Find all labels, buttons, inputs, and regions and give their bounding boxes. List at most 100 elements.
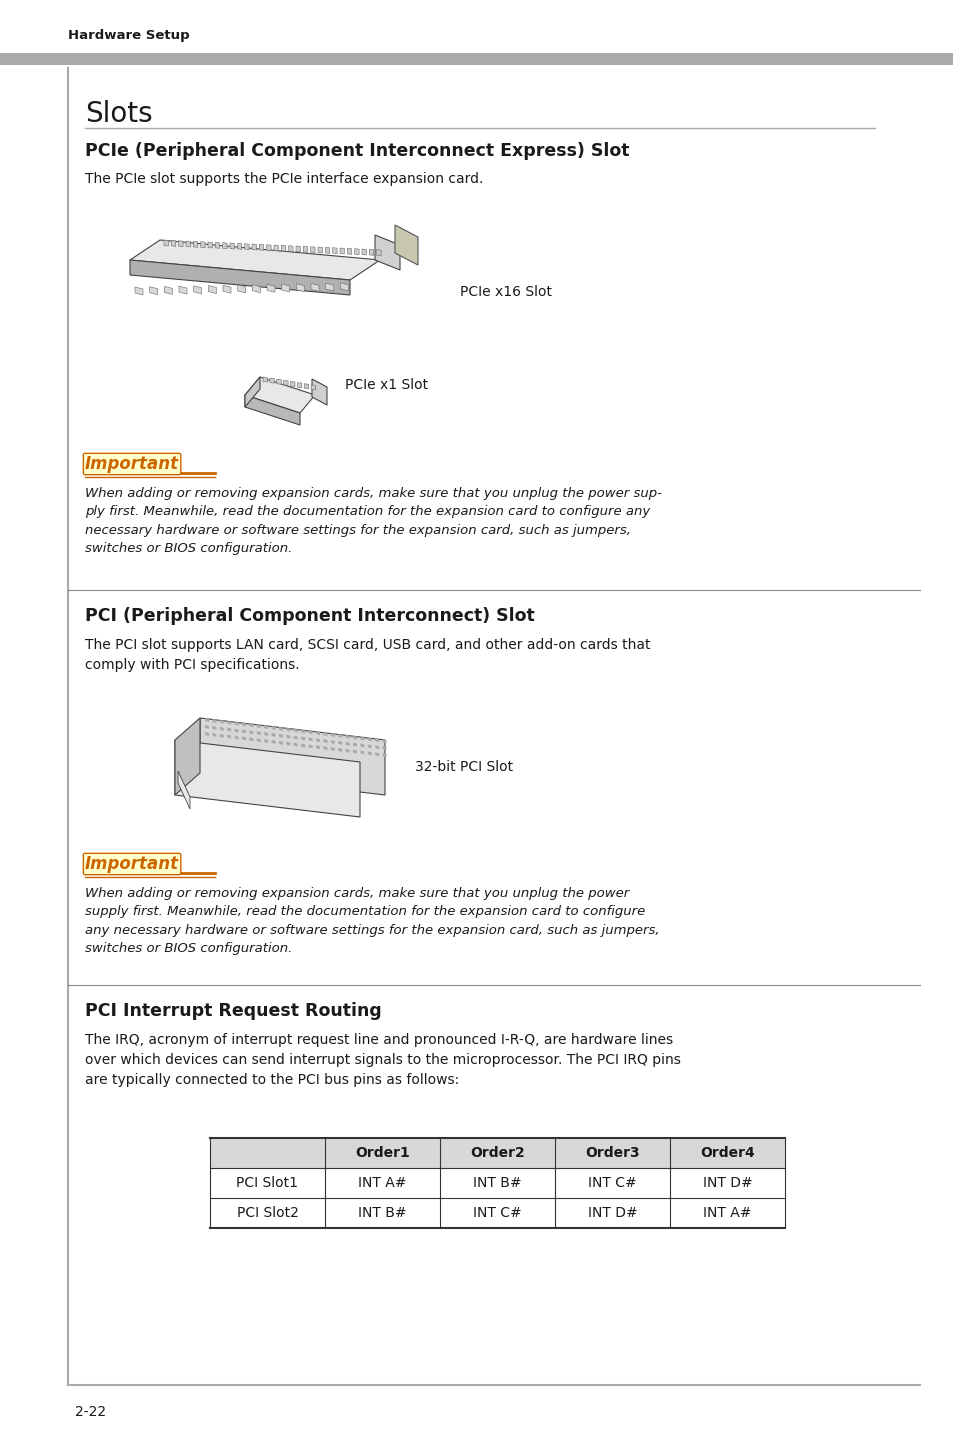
Polygon shape: [294, 736, 297, 739]
Polygon shape: [219, 727, 224, 730]
Polygon shape: [375, 752, 378, 756]
Polygon shape: [353, 749, 356, 753]
Polygon shape: [263, 377, 267, 382]
Polygon shape: [249, 730, 253, 735]
Text: INT B#: INT B#: [357, 1206, 406, 1220]
Text: Order4: Order4: [700, 1146, 754, 1160]
Polygon shape: [323, 732, 327, 736]
Polygon shape: [311, 246, 314, 252]
Polygon shape: [360, 750, 364, 755]
Polygon shape: [130, 261, 350, 295]
Polygon shape: [205, 732, 209, 736]
Text: PCIe x1 Slot: PCIe x1 Slot: [345, 378, 428, 392]
Polygon shape: [222, 242, 227, 249]
Polygon shape: [345, 749, 349, 753]
Polygon shape: [278, 740, 283, 745]
Polygon shape: [278, 727, 283, 730]
Polygon shape: [315, 745, 319, 749]
Polygon shape: [264, 725, 268, 729]
Polygon shape: [340, 282, 348, 291]
Polygon shape: [205, 717, 209, 722]
Polygon shape: [219, 733, 224, 737]
Polygon shape: [315, 739, 319, 742]
Polygon shape: [303, 246, 308, 252]
Polygon shape: [272, 733, 275, 737]
Polygon shape: [242, 736, 246, 740]
Text: Slots: Slots: [85, 100, 152, 127]
Polygon shape: [338, 748, 342, 752]
Polygon shape: [286, 727, 290, 732]
Polygon shape: [200, 242, 205, 248]
Polygon shape: [208, 285, 216, 294]
Polygon shape: [311, 284, 318, 291]
Polygon shape: [234, 729, 238, 733]
Polygon shape: [245, 377, 314, 412]
Polygon shape: [164, 286, 172, 295]
Polygon shape: [278, 733, 283, 737]
Polygon shape: [281, 284, 290, 292]
Polygon shape: [219, 720, 224, 723]
Polygon shape: [311, 385, 315, 390]
Polygon shape: [325, 284, 334, 291]
Text: Order2: Order2: [470, 1146, 524, 1160]
Polygon shape: [256, 732, 260, 735]
Polygon shape: [308, 737, 313, 742]
Polygon shape: [227, 735, 231, 739]
Polygon shape: [193, 286, 201, 294]
Polygon shape: [331, 733, 335, 737]
Polygon shape: [272, 726, 275, 730]
Text: PCIe x16 Slot: PCIe x16 Slot: [459, 285, 552, 299]
Text: Important: Important: [85, 855, 179, 874]
Polygon shape: [193, 242, 197, 248]
Polygon shape: [295, 246, 300, 252]
Polygon shape: [264, 739, 268, 743]
Polygon shape: [150, 286, 157, 295]
Polygon shape: [382, 739, 386, 743]
Polygon shape: [283, 381, 288, 385]
Polygon shape: [242, 722, 246, 726]
Polygon shape: [312, 379, 327, 405]
Polygon shape: [355, 249, 358, 255]
Text: PCI (Peripheral Component Interconnect) Slot: PCI (Peripheral Component Interconnect) …: [85, 607, 535, 624]
Polygon shape: [375, 739, 378, 742]
Polygon shape: [213, 719, 216, 723]
Polygon shape: [368, 745, 372, 749]
Polygon shape: [289, 246, 293, 252]
Polygon shape: [267, 245, 271, 251]
Polygon shape: [249, 737, 253, 742]
Polygon shape: [376, 249, 380, 256]
Polygon shape: [294, 729, 297, 733]
Polygon shape: [353, 736, 356, 739]
Polygon shape: [213, 726, 216, 730]
Polygon shape: [323, 739, 327, 743]
Polygon shape: [252, 243, 256, 251]
Polygon shape: [172, 241, 175, 246]
Text: INT D#: INT D#: [587, 1206, 637, 1220]
Polygon shape: [301, 736, 305, 740]
Polygon shape: [331, 748, 335, 750]
Polygon shape: [270, 378, 274, 384]
Polygon shape: [208, 242, 213, 248]
Polygon shape: [315, 732, 319, 735]
Text: 2-22: 2-22: [75, 1405, 106, 1419]
Polygon shape: [361, 249, 366, 255]
Polygon shape: [395, 225, 417, 265]
Polygon shape: [339, 248, 344, 253]
Text: Important: Important: [85, 455, 179, 473]
Text: INT A#: INT A#: [702, 1206, 751, 1220]
Polygon shape: [253, 285, 260, 292]
Text: The PCI slot supports LAN card, SCSI card, USB card, and other add-on cards that: The PCI slot supports LAN card, SCSI car…: [85, 639, 650, 672]
Polygon shape: [267, 285, 274, 292]
Polygon shape: [174, 740, 359, 818]
Polygon shape: [291, 381, 294, 387]
Polygon shape: [174, 717, 200, 795]
Polygon shape: [325, 248, 330, 253]
Polygon shape: [375, 745, 378, 749]
Polygon shape: [227, 720, 231, 725]
Polygon shape: [237, 243, 241, 249]
Text: Hardware Setup: Hardware Setup: [68, 29, 190, 42]
Text: When adding or removing expansion cards, make sure that you unplug the power sup: When adding or removing expansion cards,…: [85, 487, 661, 556]
Polygon shape: [245, 377, 260, 407]
Polygon shape: [234, 736, 238, 739]
Polygon shape: [178, 770, 190, 809]
